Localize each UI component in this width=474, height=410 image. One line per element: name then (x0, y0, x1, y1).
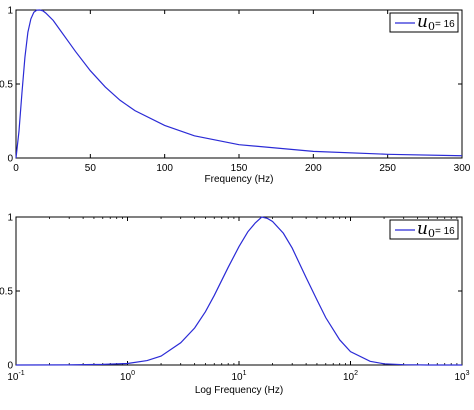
x-tick-label: 100 (120, 370, 135, 383)
x-axis-ticks: 10-1 100 101 102 103 (7, 217, 470, 383)
x-axis-label: Frequency (Hz) (205, 174, 274, 185)
chart-log: 10-1 100 101 102 103 0 0.5 1 Log Frequency (Hz… (0, 213, 470, 397)
legend-box (389, 219, 459, 240)
x-tick-label: 100 (156, 163, 173, 174)
x-tick-label: 300 (454, 163, 471, 174)
legend-box (389, 12, 459, 33)
y-axis-ticks: 00.51 (0, 6, 462, 165)
y-tick-label: 0 (7, 361, 13, 372)
legend: u0= 16 (389, 12, 459, 33)
x-axis-label: Log Frequency (Hz) (195, 385, 283, 396)
legend-label: u0= 16 (417, 12, 455, 33)
x-tick-label: 103 (454, 370, 469, 383)
y-tick-label: 1 (7, 6, 13, 17)
y-tick-label: 1 (7, 213, 13, 224)
y-tick-label: 0.5 (0, 80, 13, 91)
x-tick-label: 102 (343, 370, 358, 383)
x-tick-label: 150 (231, 163, 248, 174)
x-tick-label: 101 (231, 370, 246, 383)
series-line (15, 216, 462, 366)
x-tick-label: 0 (13, 163, 19, 174)
x-tick-label: 50 (85, 163, 97, 174)
x-tick-label: 200 (305, 163, 322, 174)
x-tick-label: 250 (379, 163, 396, 174)
series-line (15, 9, 463, 159)
legend-label: u0= 16 (417, 219, 455, 240)
x-axis-ticks: 0 50 100 150 200 250 300 (13, 10, 471, 174)
legend: u0= 16 (389, 219, 459, 240)
y-tick-label: 0 (7, 154, 13, 165)
y-tick-label: 0.5 (0, 287, 13, 298)
x-tick-label: 10-1 (7, 370, 24, 383)
chart-linear: 0 50 100 150 200 250 300 00.51 Frequency (Hz) … (0, 6, 471, 186)
